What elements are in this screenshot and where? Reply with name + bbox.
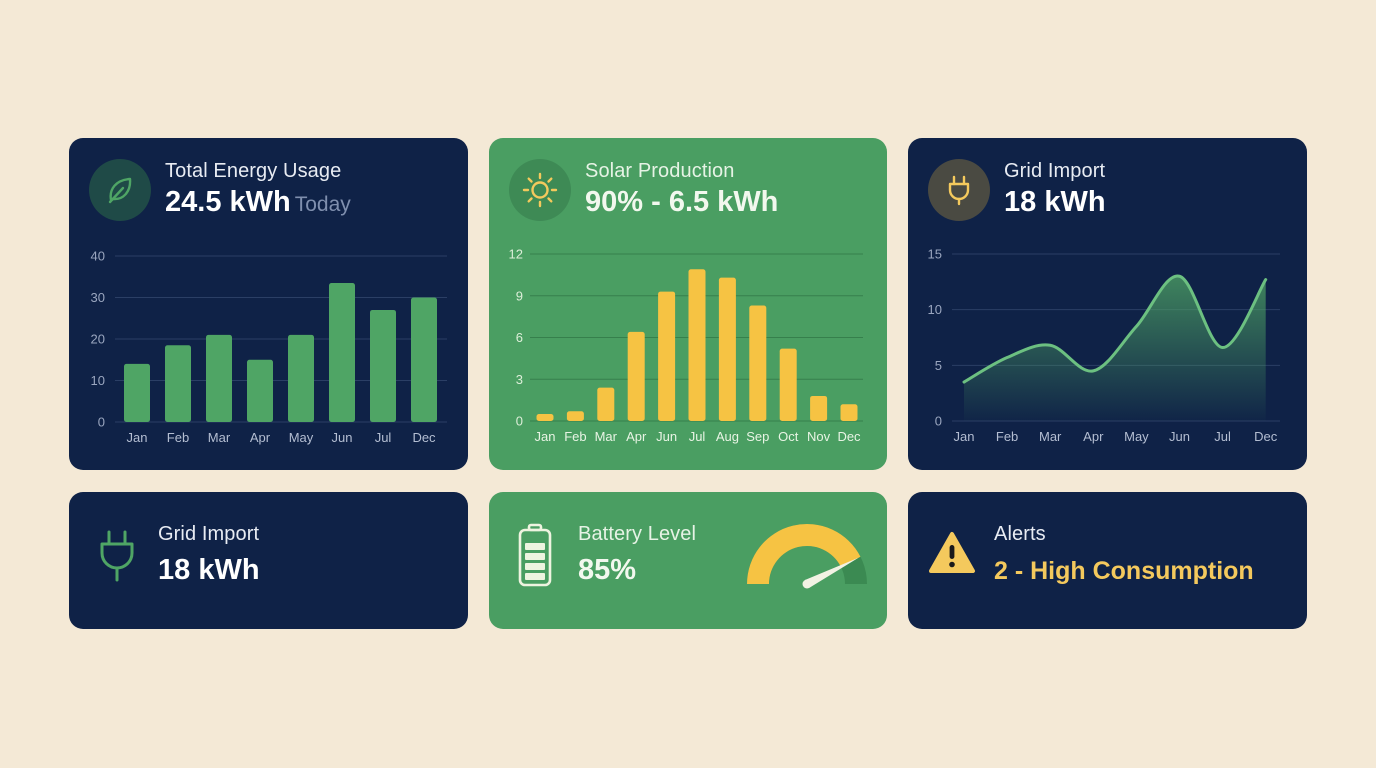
x-tick-label: May xyxy=(1124,429,1149,444)
x-tick-label: Jan xyxy=(954,429,975,444)
x-tick-label: Jul xyxy=(689,429,706,444)
bar xyxy=(329,282,355,422)
x-tick-label: Aug xyxy=(716,429,739,444)
period-label: Today xyxy=(294,193,351,216)
card-title: Alerts xyxy=(994,523,1046,545)
bar xyxy=(840,404,858,421)
x-tick-label: Apr xyxy=(626,429,647,444)
x-tick-label: Apr xyxy=(250,430,271,445)
y-tick-label: 3 xyxy=(516,372,523,387)
card-title: Solar Production xyxy=(585,160,735,182)
y-tick-label: 10 xyxy=(928,302,942,317)
x-tick-label: Dec xyxy=(837,429,861,444)
x-tick-label: Feb xyxy=(996,429,1018,444)
battery-icon xyxy=(517,522,553,593)
sun-icon xyxy=(509,159,571,221)
x-tick-label: Jul xyxy=(1214,429,1231,444)
x-tick-label: Jul xyxy=(375,430,392,445)
x-tick-label: Feb xyxy=(167,430,189,445)
x-tick-label: Jun xyxy=(656,429,677,444)
energy-value: 24.5 kWh xyxy=(165,186,291,218)
x-tick-label: Jun xyxy=(332,430,353,445)
grid-import-area-chart: 0 5 10 15 Jan Feb Mar Apr May Jun Jul Dec xyxy=(928,247,1280,444)
bar xyxy=(566,411,584,421)
x-tick-label: Mar xyxy=(208,430,231,445)
x-tick-label: Apr xyxy=(1083,429,1104,444)
x-tick-label: Mar xyxy=(595,429,618,444)
bar xyxy=(627,331,645,421)
x-tick-label: Dec xyxy=(412,430,436,445)
grid-import-summary-card: Grid Import 18 kWh xyxy=(69,492,468,629)
y-tick-label: 30 xyxy=(91,290,105,305)
card-value: 24.5 kWh Today xyxy=(165,186,351,219)
battery-gauge xyxy=(747,524,867,589)
card-title: Total Energy Usage xyxy=(165,160,342,182)
bar xyxy=(658,291,676,421)
battery-level-card: Battery Level 85% xyxy=(489,492,887,629)
x-tick-label: May xyxy=(289,430,314,445)
bar xyxy=(288,334,314,422)
x-tick-label: Mar xyxy=(1039,429,1062,444)
x-tick-label: Jun xyxy=(1169,429,1190,444)
battery-value: 85% xyxy=(578,554,637,586)
y-tick-label: 6 xyxy=(516,330,523,345)
bar xyxy=(370,309,396,422)
card-title: Grid Import xyxy=(158,523,260,545)
x-tick-label: Sep xyxy=(746,429,769,444)
y-tick-label: 0 xyxy=(516,414,523,429)
area-fill xyxy=(964,276,1266,421)
bar xyxy=(206,334,232,422)
bar xyxy=(688,269,706,421)
grid-import-value: 18 kWh xyxy=(158,554,260,586)
line-series xyxy=(962,274,1268,384)
warning-icon xyxy=(928,531,976,580)
y-tick-label: 0 xyxy=(935,414,942,429)
leaf-icon xyxy=(89,159,151,221)
bar xyxy=(779,348,797,421)
bar xyxy=(718,277,736,421)
plug-icon xyxy=(928,159,990,221)
y-tick-label: 20 xyxy=(91,332,105,347)
alert-value: 2 - High Consumption xyxy=(994,557,1254,585)
solar-production-card: Solar Production 90% - 6.5 kWh 0 3 6 9 12 Jan… xyxy=(489,138,887,470)
x-tick-label: Nov xyxy=(807,429,831,444)
card-title: Battery Level xyxy=(578,523,697,545)
grid-import-value: 18 kWh xyxy=(1004,186,1106,218)
grid-import-chart-card: Grid Import 18 kWh 0 5 10 15 Jan Feb Mar Apr May… xyxy=(908,138,1307,470)
bar xyxy=(165,345,191,422)
y-tick-label: 40 xyxy=(91,249,105,264)
bar xyxy=(597,387,615,421)
total-energy-card: Total Energy Usage 24.5 kWh Today 0 10 20 30… xyxy=(69,138,468,470)
bar xyxy=(124,363,150,422)
x-tick-label: Oct xyxy=(778,429,799,444)
bar xyxy=(411,297,437,422)
bar xyxy=(247,359,273,422)
x-tick-label: Feb xyxy=(564,429,586,444)
total-energy-bar-chart: 0 10 20 30 40 Jan Feb Mar Apr May Jun Jul Dec xyxy=(91,249,447,445)
y-tick-label: 9 xyxy=(516,288,523,303)
y-tick-label: 12 xyxy=(509,247,523,262)
plug-icon xyxy=(97,528,137,589)
bar xyxy=(536,414,554,421)
bar xyxy=(749,305,767,421)
x-tick-label: Dec xyxy=(1254,429,1278,444)
x-tick-label: Jan xyxy=(127,430,148,445)
y-tick-label: 5 xyxy=(935,358,942,373)
y-tick-label: 0 xyxy=(98,415,105,430)
solar-production-bar-chart: 0 3 6 9 12 Jan Feb Mar Apr Jun Jul Aug Sep Oct Nov Dec xyxy=(509,247,863,444)
y-tick-label: 15 xyxy=(928,247,942,262)
bar xyxy=(810,395,828,421)
solar-value: 90% - 6.5 kWh xyxy=(585,186,779,218)
card-title: Grid Import xyxy=(1004,160,1106,182)
gauge-needle xyxy=(802,557,859,589)
alerts-card: Alerts 2 - High Consumption xyxy=(908,492,1307,629)
x-tick-label: Jan xyxy=(535,429,556,444)
y-tick-label: 10 xyxy=(91,373,105,388)
